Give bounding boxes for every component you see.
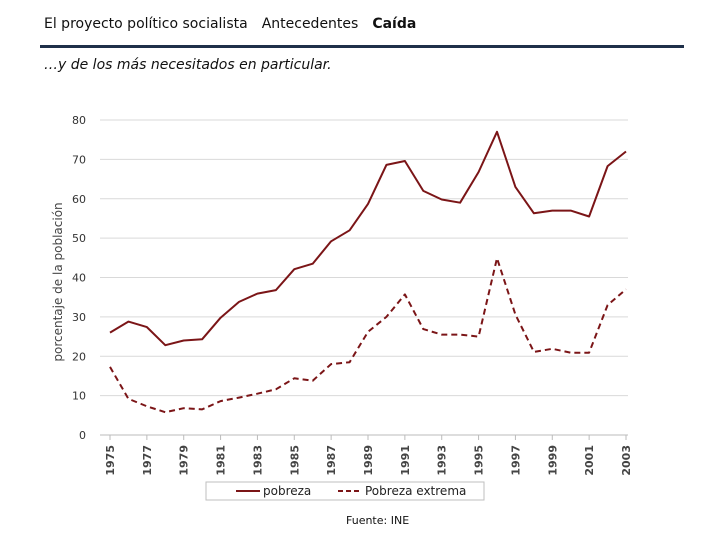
x-tick-label: 1997	[509, 445, 522, 476]
y-tick-label: 50	[72, 232, 86, 245]
y-tick-label: 40	[72, 272, 86, 285]
x-tick-label: 1975	[104, 445, 117, 476]
legend-label: Pobreza extrema	[365, 484, 466, 498]
x-tick-label: 1979	[178, 445, 191, 476]
x-tick-label: 1991	[399, 445, 412, 476]
top-navigation: El proyecto político socialista Antecede…	[44, 16, 416, 36]
x-tick-label: 1985	[288, 445, 301, 476]
x-tick-label: 2001	[583, 445, 596, 476]
y-axis-title: porcentaje de la población	[51, 202, 65, 361]
y-tick-label: 30	[72, 311, 86, 324]
x-tick-label: 1981	[215, 445, 228, 476]
x-tick-label: 1995	[473, 445, 486, 476]
nav-item-proyecto[interactable]: El proyecto político socialista	[44, 16, 248, 32]
x-tick-label: 1999	[546, 445, 559, 476]
nav-item-caida[interactable]: Caída	[372, 16, 417, 32]
y-tick-label: 20	[72, 350, 86, 363]
y-tick-label: 60	[72, 193, 86, 206]
legend-box	[205, 481, 485, 501]
slide-subtitle: …y de los más necesitados en particular.	[44, 57, 332, 73]
x-tick-label: 1983	[251, 445, 264, 476]
y-tick-label: 70	[72, 153, 86, 166]
x-tick-label: 1993	[436, 445, 449, 476]
legend-label: pobreza	[263, 484, 311, 498]
y-tick-label: 10	[72, 390, 86, 403]
series-line-pobreza-extrema	[109, 257, 627, 414]
x-tick-label: 1989	[362, 445, 375, 476]
header-divider	[40, 45, 684, 48]
x-tick-label: 1977	[141, 445, 154, 476]
nav-item-antecedentes[interactable]: Antecedentes	[261, 16, 359, 32]
x-tick-label: 1987	[325, 445, 338, 476]
series-line-pobreza	[109, 130, 627, 347]
y-tick-label: 0	[79, 429, 86, 442]
x-tick-label: 2003	[620, 445, 633, 476]
source-note: Fuente: INE	[346, 514, 410, 527]
y-tick-label: 80	[72, 114, 86, 127]
